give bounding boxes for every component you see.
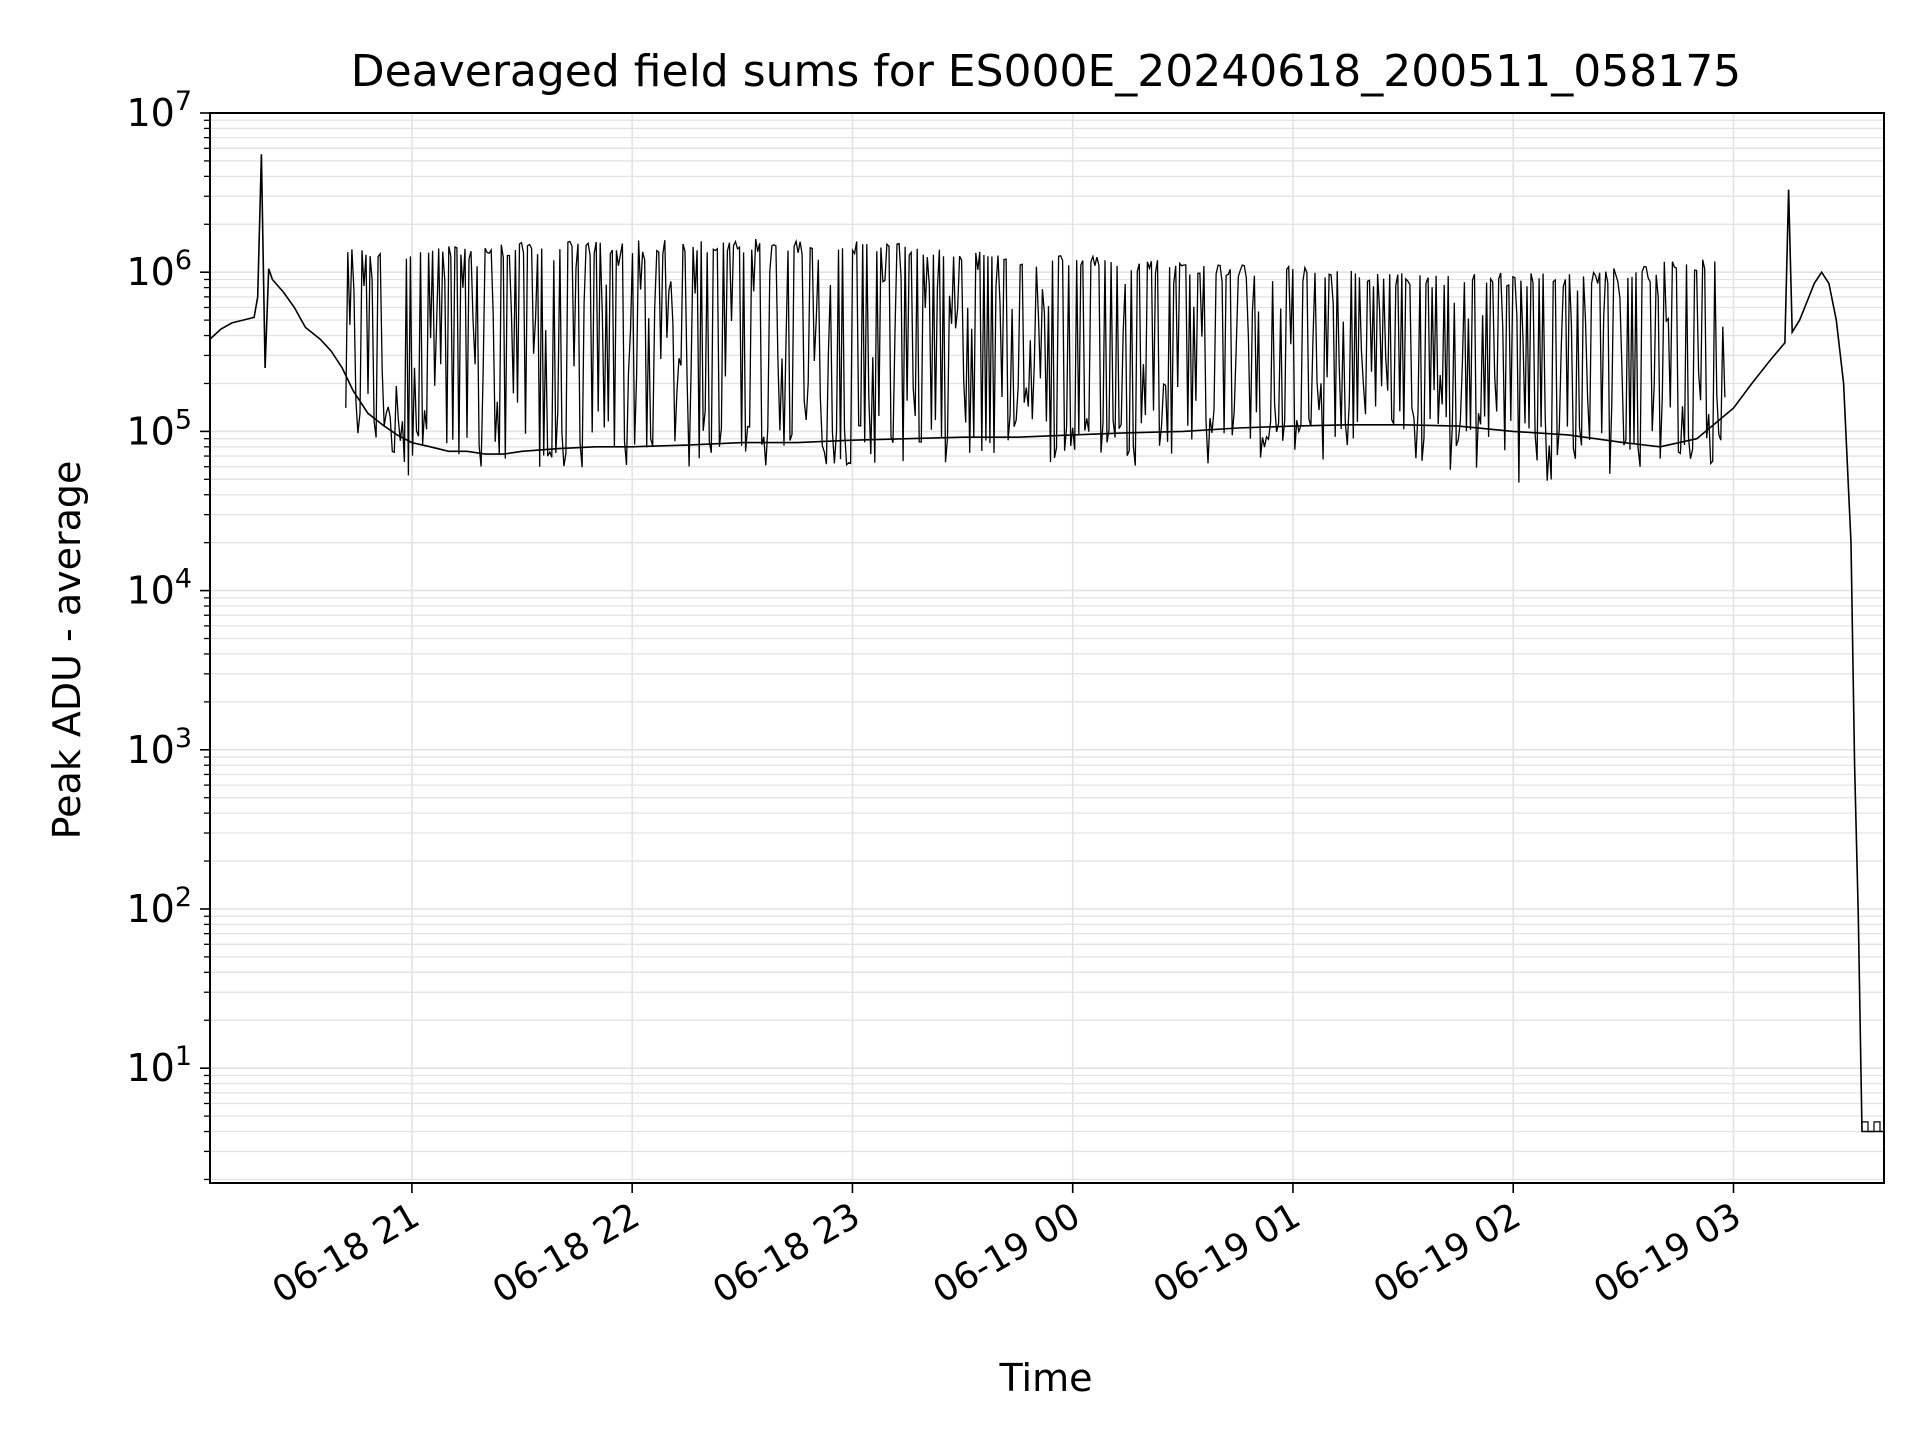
- y-tick-label: 106: [126, 245, 192, 294]
- y-tick-label: 101: [126, 1041, 192, 1090]
- series-floor: [1861, 1121, 1881, 1133]
- series-layer: [209, 154, 1884, 1133]
- series-oscillation: [345, 238, 1726, 483]
- y-tick-label: 104: [126, 564, 192, 613]
- chart-title: Deaveraged field sums for ES000E_2024061…: [351, 46, 1741, 97]
- plot-frame: [209, 112, 1885, 1184]
- y-tick-label: 107: [126, 86, 192, 135]
- x-axis-label: Time: [999, 1356, 1093, 1400]
- y-axis-label: Peak ADU - average: [45, 461, 89, 840]
- series-line: [209, 154, 1884, 1133]
- y-tick-label: 103: [126, 723, 192, 772]
- y-tick-label: 105: [126, 404, 192, 453]
- y-tick-label: 102: [126, 882, 192, 931]
